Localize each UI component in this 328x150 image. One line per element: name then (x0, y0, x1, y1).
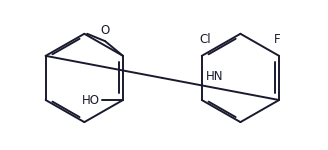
Text: Cl: Cl (199, 33, 211, 46)
Text: O: O (100, 24, 110, 38)
Text: HO: HO (82, 94, 100, 106)
Text: HN: HN (205, 70, 223, 83)
Text: F: F (274, 33, 281, 46)
